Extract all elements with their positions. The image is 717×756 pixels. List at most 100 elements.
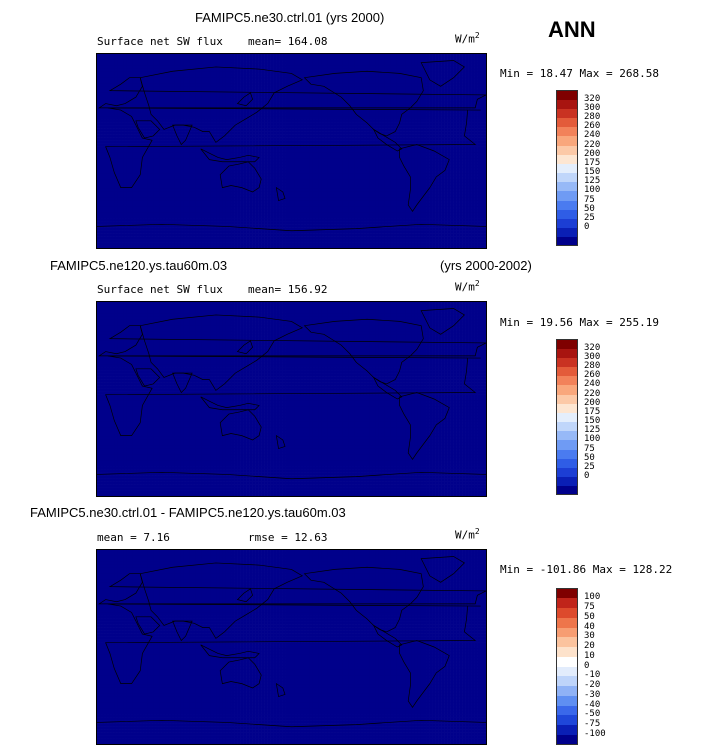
panel3-title: FAMIPC5.ne30.ctrl.01 - FAMIPC5.ne120.ys.… (30, 505, 346, 520)
colorbar-swatch (556, 403, 578, 413)
panel1-map (96, 53, 487, 249)
panel3-range: Min = -101.86 Max = 128.22 (500, 563, 672, 576)
colorbar-label: 240 (584, 131, 600, 140)
colorbar-label: 240 (584, 380, 600, 389)
colorbar-swatch (556, 430, 578, 441)
colorbar-swatch (556, 439, 578, 450)
colorbar-swatch (556, 714, 578, 725)
colorbar-swatch (556, 597, 578, 608)
coastlines (97, 60, 486, 230)
colorbar-swatch (556, 218, 578, 229)
colorbar-swatch (556, 348, 578, 358)
colorbar-swatch (556, 627, 578, 638)
colorbar-swatch (556, 685, 578, 696)
colorbar-swatch (556, 117, 578, 128)
colorbar-swatch (556, 675, 578, 686)
colorbar-label: 75 (584, 195, 595, 205)
colorbar-swatch (556, 126, 578, 137)
colorbar-swatch (556, 99, 578, 109)
season-label: ANN (548, 17, 596, 43)
colorbar-label: 100 (584, 593, 600, 602)
colorbar-label: 200 (584, 149, 600, 159)
colorbar-swatch (556, 339, 578, 349)
colorbar-label: 50 (584, 204, 595, 214)
colorbar-label: 100 (584, 435, 600, 444)
colorbar-label: 175 (584, 158, 600, 168)
colorbar-swatch (556, 108, 578, 119)
colorbar-label: 0 (584, 472, 589, 481)
colorbar-swatch (556, 467, 578, 478)
colorbar-swatch (556, 357, 578, 368)
colorbar-label: 175 (584, 407, 600, 417)
colorbar-swatch (556, 366, 578, 377)
colorbar-label: -10 (584, 671, 600, 680)
colorbar-label: 40 (584, 622, 595, 632)
colorbar-swatch (556, 209, 578, 219)
colorbar-swatch (556, 695, 578, 706)
coastlines (97, 308, 486, 478)
colorbar-swatch (556, 154, 578, 164)
colorbar-label: 300 (584, 352, 600, 362)
panel3-mean: mean = 7.16 (97, 531, 170, 544)
colorbar-swatch (556, 190, 578, 201)
panel2-years: (yrs 2000-2002) (440, 258, 532, 273)
colorbar-label: -75 (584, 720, 600, 729)
colorbar-label: 320 (584, 343, 600, 353)
colorbar-swatch (556, 163, 578, 174)
colorbar-swatch (556, 646, 578, 657)
colorbar-label: 50 (584, 453, 595, 463)
colorbar-label: 50 (584, 612, 595, 622)
panel3-rmse: rmse = 12.63 (248, 531, 327, 544)
colorbar-swatch (556, 617, 578, 628)
colorbar-swatch (556, 145, 578, 155)
panel2-mean: mean= 156.92 (248, 283, 327, 296)
colorbar-swatch (556, 135, 578, 146)
colorbar-swatch (556, 375, 578, 386)
colorbar-label: 280 (584, 113, 600, 122)
colorbar-swatch (556, 236, 578, 247)
panel1-colorbar: 320 300 280 260 240 220 200 175 150 125 100 75 50 25 0 (556, 90, 616, 247)
colorbar-label: 200 (584, 398, 600, 408)
panel1-variable: Surface net SW flux (97, 35, 223, 48)
colorbar-label: 300 (584, 103, 600, 113)
panel1-units: W/m2 (455, 31, 480, 46)
colorbar-label: 150 (584, 417, 600, 426)
panel3-units: W/m2 (455, 527, 480, 542)
colorbar-label: 260 (584, 122, 600, 131)
panel2-units: W/m2 (455, 279, 480, 294)
colorbar-label: -20 (584, 681, 600, 690)
panel3-map (96, 549, 487, 745)
colorbar-swatch (556, 734, 578, 745)
field-shading (97, 54, 486, 248)
colorbar-label: 320 (584, 94, 600, 104)
panel2-variable: Surface net SW flux (97, 283, 223, 296)
colorbar-label: 0 (584, 223, 589, 232)
colorbar-label: 30 (584, 632, 595, 641)
colorbar-swatch (556, 412, 578, 423)
colorbar-label: 125 (584, 426, 600, 435)
colorbar-label: 260 (584, 371, 600, 380)
colorbar-swatch (556, 588, 578, 599)
colorbar-swatch (556, 227, 578, 238)
colorbar-label: -40 (584, 700, 600, 710)
colorbar-swatch (556, 421, 578, 432)
colorbar-label: 20 (584, 642, 595, 651)
colorbar-swatch (556, 394, 578, 404)
colorbar-label: 150 (584, 168, 600, 177)
colorbar-swatch (556, 636, 578, 647)
colorbar-swatch (556, 449, 578, 459)
colorbar-swatch (556, 705, 578, 716)
colorbar-swatch (556, 200, 578, 210)
colorbar-swatch (556, 384, 578, 395)
colorbar-label: -50 (584, 710, 600, 719)
colorbar-label: 25 (584, 462, 595, 472)
panel2-colorbar: 320 300 280 260 240 220 200 175 150 125 100 75 50 25 0 (556, 339, 616, 496)
colorbar-label: 25 (584, 213, 595, 223)
colorbar-swatch (556, 607, 578, 618)
colorbar-swatch (556, 485, 578, 496)
panel1-mean: mean= 164.08 (248, 35, 327, 48)
colorbar-label: 280 (584, 362, 600, 371)
panel2-map (96, 301, 487, 497)
colorbar-label: -100 (584, 729, 606, 739)
panel1-title: FAMIPC5.ne30.ctrl.01 (yrs 2000) (195, 10, 384, 25)
